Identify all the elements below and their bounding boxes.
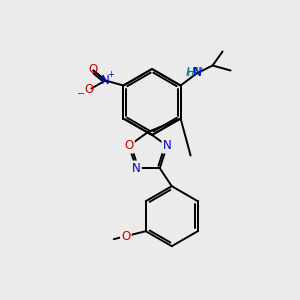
Text: −: − [77, 89, 86, 100]
Text: N: N [101, 74, 110, 87]
Text: H: H [187, 66, 196, 79]
Text: O: O [124, 139, 134, 152]
Text: O: O [89, 63, 98, 76]
Text: N: N [163, 139, 171, 152]
Text: N: N [193, 66, 202, 79]
Text: O: O [121, 230, 130, 243]
Text: +: + [107, 70, 114, 79]
Text: HN: HN [186, 66, 203, 79]
Text: O: O [85, 83, 94, 96]
Text: N: N [132, 162, 141, 175]
